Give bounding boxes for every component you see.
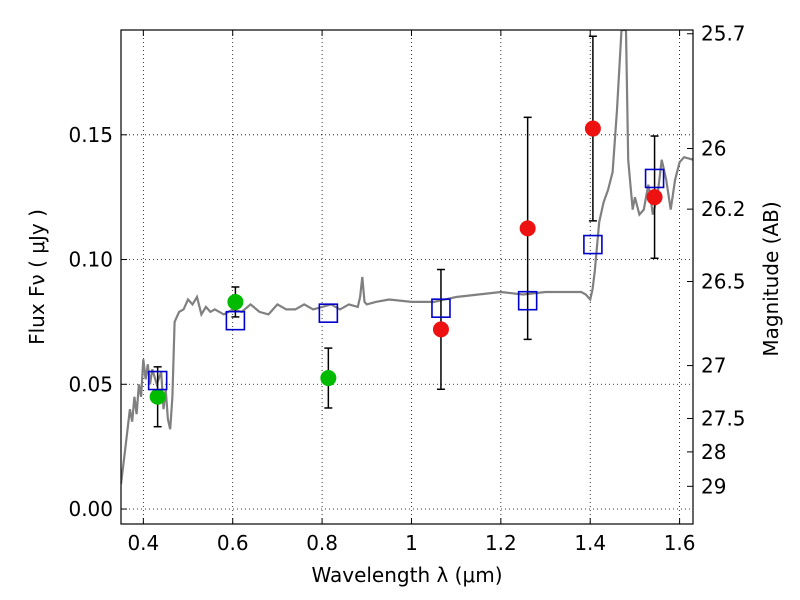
data-point-circle	[646, 189, 663, 206]
y2-tick-label: 27.5	[701, 406, 746, 430]
y-tick-label: 0.00	[68, 497, 113, 521]
y-tick-label: 0.10	[68, 248, 113, 272]
y-tick-label: 0.15	[68, 123, 113, 147]
y2-axis-label: Magnitude (AB)	[759, 201, 783, 356]
y2-tick-label: 26	[701, 137, 726, 161]
y2-tick-label: 28	[701, 440, 726, 464]
data-point-circle	[519, 220, 536, 237]
data-point-square	[583, 234, 603, 255]
y2-axis-ticks: 25.7 26 26.2 26.5 27 27.5 28 29	[687, 22, 746, 498]
y2-tick-label: 26.2	[701, 197, 746, 221]
y2-tick-label: 29	[701, 474, 726, 498]
data-point-square	[517, 290, 538, 311]
x-axis-label: Wavelength λ (μm)	[311, 563, 502, 587]
y2-tick-label: 26.5	[701, 269, 746, 293]
y2-tick-label: 27	[701, 354, 726, 378]
data-point-circle	[320, 370, 337, 387]
x-tick-label: 0.6	[217, 531, 249, 555]
plot-frame	[120, 29, 694, 525]
model-spectrum-line	[121, 30, 693, 485]
y-tick-label: 0.05	[68, 372, 113, 396]
data-point-square	[147, 370, 168, 391]
x-tick-label: 1.6	[664, 531, 696, 555]
x-tick-label: 1	[405, 531, 418, 555]
data-point-circle	[149, 388, 166, 405]
spectrum-layer	[121, 30, 693, 485]
data-point-square	[644, 168, 665, 189]
y2-tick-label: 25.7	[701, 22, 746, 46]
data-point-square	[225, 310, 246, 331]
grid-lines	[121, 30, 693, 524]
x-tick-label: 0.4	[127, 531, 159, 555]
x-axis-ticks: 0.4 0.6 0.8 1 1.2 1.4 1.6	[127, 30, 696, 555]
data-points-layer	[147, 35, 665, 428]
y-axis-ticks: 0.00 0.05 0.10 0.15	[68, 123, 127, 521]
data-point-circle	[432, 321, 449, 338]
data-point-square	[431, 298, 451, 318]
x-tick-label: 1.2	[485, 531, 517, 555]
x-tick-label: 0.8	[306, 531, 338, 555]
data-point-circle	[227, 293, 244, 310]
x-tick-label: 1.4	[574, 531, 606, 555]
y-axis-label: Flux Fν ( μJy )	[25, 209, 49, 345]
data-point-square	[318, 303, 339, 323]
data-point-circle	[584, 120, 601, 137]
